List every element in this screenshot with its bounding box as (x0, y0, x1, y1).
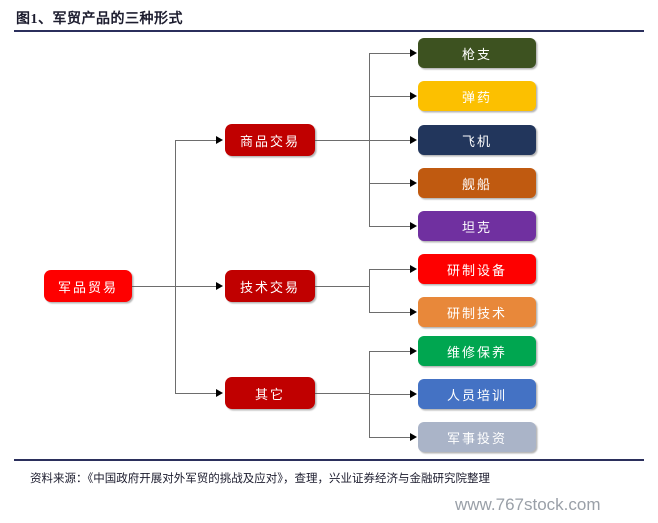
connector-other-to-maintenance (369, 351, 411, 352)
node-category-tech-label: 技术交易 (239, 279, 300, 295)
node-root-label: 军品贸易 (57, 279, 118, 295)
connector-goods-stem (315, 140, 370, 141)
node-leaf-military-investment[interactable]: 军事投资 (418, 422, 536, 452)
arrow-icon-equipment (410, 264, 417, 273)
arrow-icon-ships (410, 178, 417, 187)
arrow-icon-tanks (410, 221, 417, 230)
node-category-goods[interactable]: 商品交易 (225, 124, 315, 156)
watermark: www.767stock.com (455, 495, 601, 514)
node-leaf-rnd-technology-label: 研制技术 (446, 305, 507, 321)
connector-tech-stem (315, 286, 370, 287)
connector-trunk-to-tech (175, 286, 217, 287)
connector-goods-to-ships (369, 183, 411, 184)
node-leaf-ammunition-label: 弹药 (461, 89, 492, 105)
node-category-goods-label: 商品交易 (239, 133, 300, 149)
node-category-other[interactable]: 其它 (225, 377, 315, 409)
connector-trunk-to-other (175, 393, 217, 394)
node-leaf-military-investment-label: 军事投资 (446, 430, 507, 446)
arrow-icon-maintenance (410, 346, 417, 355)
node-leaf-aircraft[interactable]: 飞机 (418, 125, 536, 155)
node-leaf-ships[interactable]: 舰船 (418, 168, 536, 198)
node-leaf-rnd-technology[interactable]: 研制技术 (418, 297, 536, 327)
connector-trunk-left (175, 140, 176, 393)
node-leaf-rnd-equipment[interactable]: 研制设备 (418, 254, 536, 284)
arrow-icon-ammo (410, 91, 417, 100)
node-leaf-rnd-equipment-label: 研制设备 (446, 262, 507, 278)
connector-tech-to-equipment (369, 269, 411, 270)
arrow-icon-goods (216, 135, 223, 144)
node-root[interactable]: 军品贸易 (44, 270, 132, 302)
connector-other-stem (315, 393, 370, 394)
connector-other-to-investment (369, 437, 411, 438)
node-leaf-guns-label: 枪支 (461, 46, 492, 62)
connector-tech-to-technology (369, 312, 411, 313)
arrow-icon-training (410, 389, 417, 398)
node-leaf-ammunition[interactable]: 弹药 (418, 81, 536, 111)
node-leaf-tanks-label: 坦克 (461, 219, 492, 235)
node-leaf-maintenance[interactable]: 维修保养 (418, 336, 536, 366)
node-leaf-aircraft-label: 飞机 (461, 133, 492, 149)
connector-goods-to-guns (369, 53, 411, 54)
node-leaf-personnel-training-label: 人员培训 (446, 387, 507, 403)
node-leaf-personnel-training[interactable]: 人员培训 (418, 379, 536, 409)
page-title: 图1、军贸产品的三种形式 (16, 12, 183, 27)
connector-goods-to-tanks (369, 226, 411, 227)
connector-tech-trunk (369, 269, 370, 313)
arrow-icon-technology (410, 307, 417, 316)
node-leaf-guns[interactable]: 枪支 (418, 38, 536, 68)
node-leaf-tanks[interactable]: 坦克 (418, 211, 536, 241)
arrow-icon-aircraft (410, 135, 417, 144)
node-category-tech[interactable]: 技术交易 (225, 270, 315, 302)
node-leaf-ships-label: 舰船 (461, 176, 492, 192)
arrow-icon-tech (216, 281, 223, 290)
title-divider (14, 30, 644, 32)
connector-goods-to-ammo (369, 96, 411, 97)
connector-other-to-training (369, 394, 411, 395)
arrow-icon-investment (410, 432, 417, 441)
node-leaf-maintenance-label: 维修保养 (446, 344, 507, 360)
node-category-other-label: 其它 (254, 386, 285, 402)
source-note: 资料来源：《中国政府开展对外军贸的挑战及应对》，查理，兴业证券经济与金融研究院整… (30, 473, 490, 485)
connector-root-stem (132, 286, 176, 287)
arrow-icon-guns (410, 48, 417, 57)
connector-trunk-to-goods (175, 140, 217, 141)
footer-divider (14, 459, 644, 461)
connector-goods-to-aircraft (369, 140, 411, 141)
arrow-icon-other (216, 388, 223, 397)
